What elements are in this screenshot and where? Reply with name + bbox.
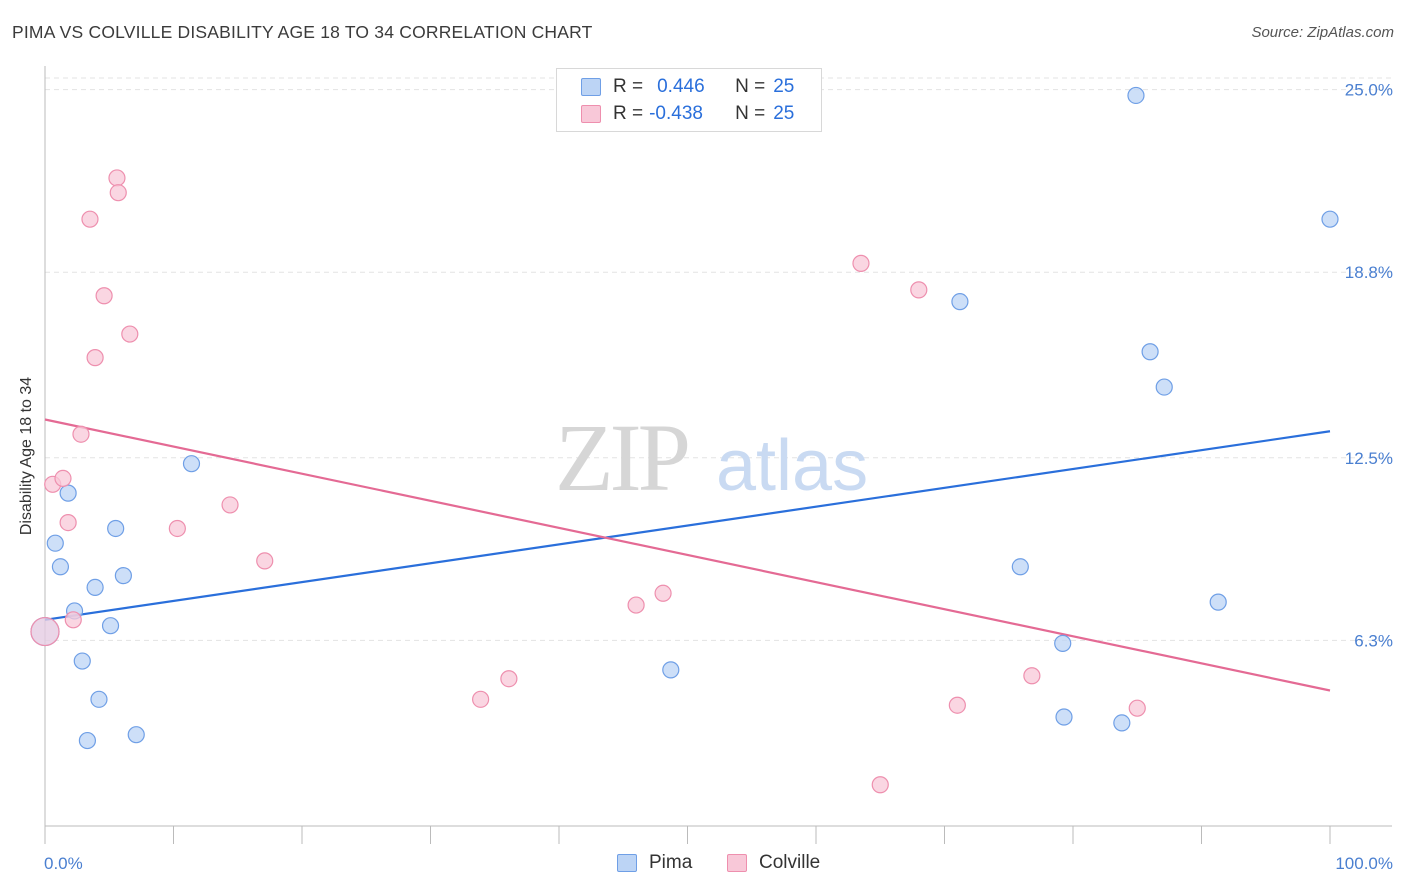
point-colville [121,325,139,343]
point-pima [1054,634,1072,652]
point-colville [871,776,889,794]
x-tick-label: 0.0% [44,854,83,873]
point-colville [500,670,518,688]
point-colville [81,210,99,228]
point-colville [948,696,966,714]
point-pima [90,690,108,708]
trend-line-pima [44,430,1331,621]
point-pima [1055,708,1073,726]
point-pima [86,578,104,596]
legend-r-label: R = [613,103,644,124]
point-pima [114,567,132,585]
point-pima [951,293,969,311]
legend-n-label: N = [735,103,766,124]
point-pima [73,652,91,670]
bottom-legend-pima: Pima [617,852,692,874]
point-colville [910,281,928,299]
trend-lines [44,418,1331,692]
legend-n-value: 25 [773,76,795,97]
point-colville [86,349,104,367]
point-colville [256,552,274,570]
point-colville [64,611,82,629]
bottom-legend-colville: Colville [727,852,820,874]
point-pima [59,484,77,502]
point-pima [662,661,680,679]
chart-title: PIMA VS COLVILLE DISABILITY AGE 18 TO 34… [12,22,593,42]
y-tick-label: 18.8% [1345,263,1393,282]
point-colville [108,169,126,187]
point-colville [109,184,127,202]
colville-label: Colville [759,852,821,873]
point-pima [1011,558,1029,576]
point-pima [1113,714,1131,732]
legend-n-label: N = [735,76,766,97]
point-colville [95,287,113,305]
legend-row-pima: R = 0.446 N = 25 [581,75,794,99]
point-colville [852,254,870,272]
legend-row-colville: R = -0.438 N = 25 [581,102,794,126]
point-colville [72,425,90,443]
point-pima [46,534,64,552]
x-tick-label: 100.0% [1335,854,1393,873]
point-pima [1141,343,1159,361]
point-colville [627,596,645,614]
point-colville [1023,667,1041,685]
point-pima [127,726,145,744]
y-tick-label: 6.3% [1354,631,1393,650]
y-tick-label: 25.0% [1345,81,1393,100]
point-pima [101,617,120,635]
point-pima [1127,86,1145,105]
point-pima [107,519,125,538]
point-colville [59,513,77,532]
point-colville [168,519,186,538]
point-colville [472,690,490,708]
data-points [30,86,1339,794]
watermark: ZIP atlas [555,404,868,511]
watermark-atlas: atlas [716,426,868,506]
pima-label: Pima [649,852,693,873]
point-pima [51,558,70,576]
point-colville [221,496,239,514]
legend-r-label: R = [613,76,644,97]
point-pima [1321,210,1339,228]
source-label: Source: ZipAtlas.com [1251,24,1394,41]
tick-labels: 6.3% 12.5% 18.8% 25.0% 0.0% 100.0% [44,81,1393,873]
y-tick-label: 12.5% [1345,449,1393,468]
point-pima [1209,593,1227,611]
legend-n-value: 25 [773,103,795,124]
point-colville [54,469,72,488]
correlation-legend: R = 0.446 N = 25 R = -0.438 N = 25 [556,68,822,132]
watermark-zip: ZIP [555,404,688,511]
point-colville [1128,699,1146,717]
axes [44,66,1392,844]
point-pima [182,455,201,473]
pima-swatch [617,854,637,872]
point-pima [78,731,97,750]
trend-line-colville [44,418,1331,692]
pima-swatch [581,78,601,96]
colville-swatch [727,854,747,872]
legend-r-value: -0.438 [649,103,703,124]
colville-swatch [581,105,601,123]
legend-r-value: 0.446 [657,76,705,97]
point-colville [30,616,60,647]
point-pima [1155,378,1173,396]
gridlines [45,77,1392,641]
point-colville [654,584,672,602]
